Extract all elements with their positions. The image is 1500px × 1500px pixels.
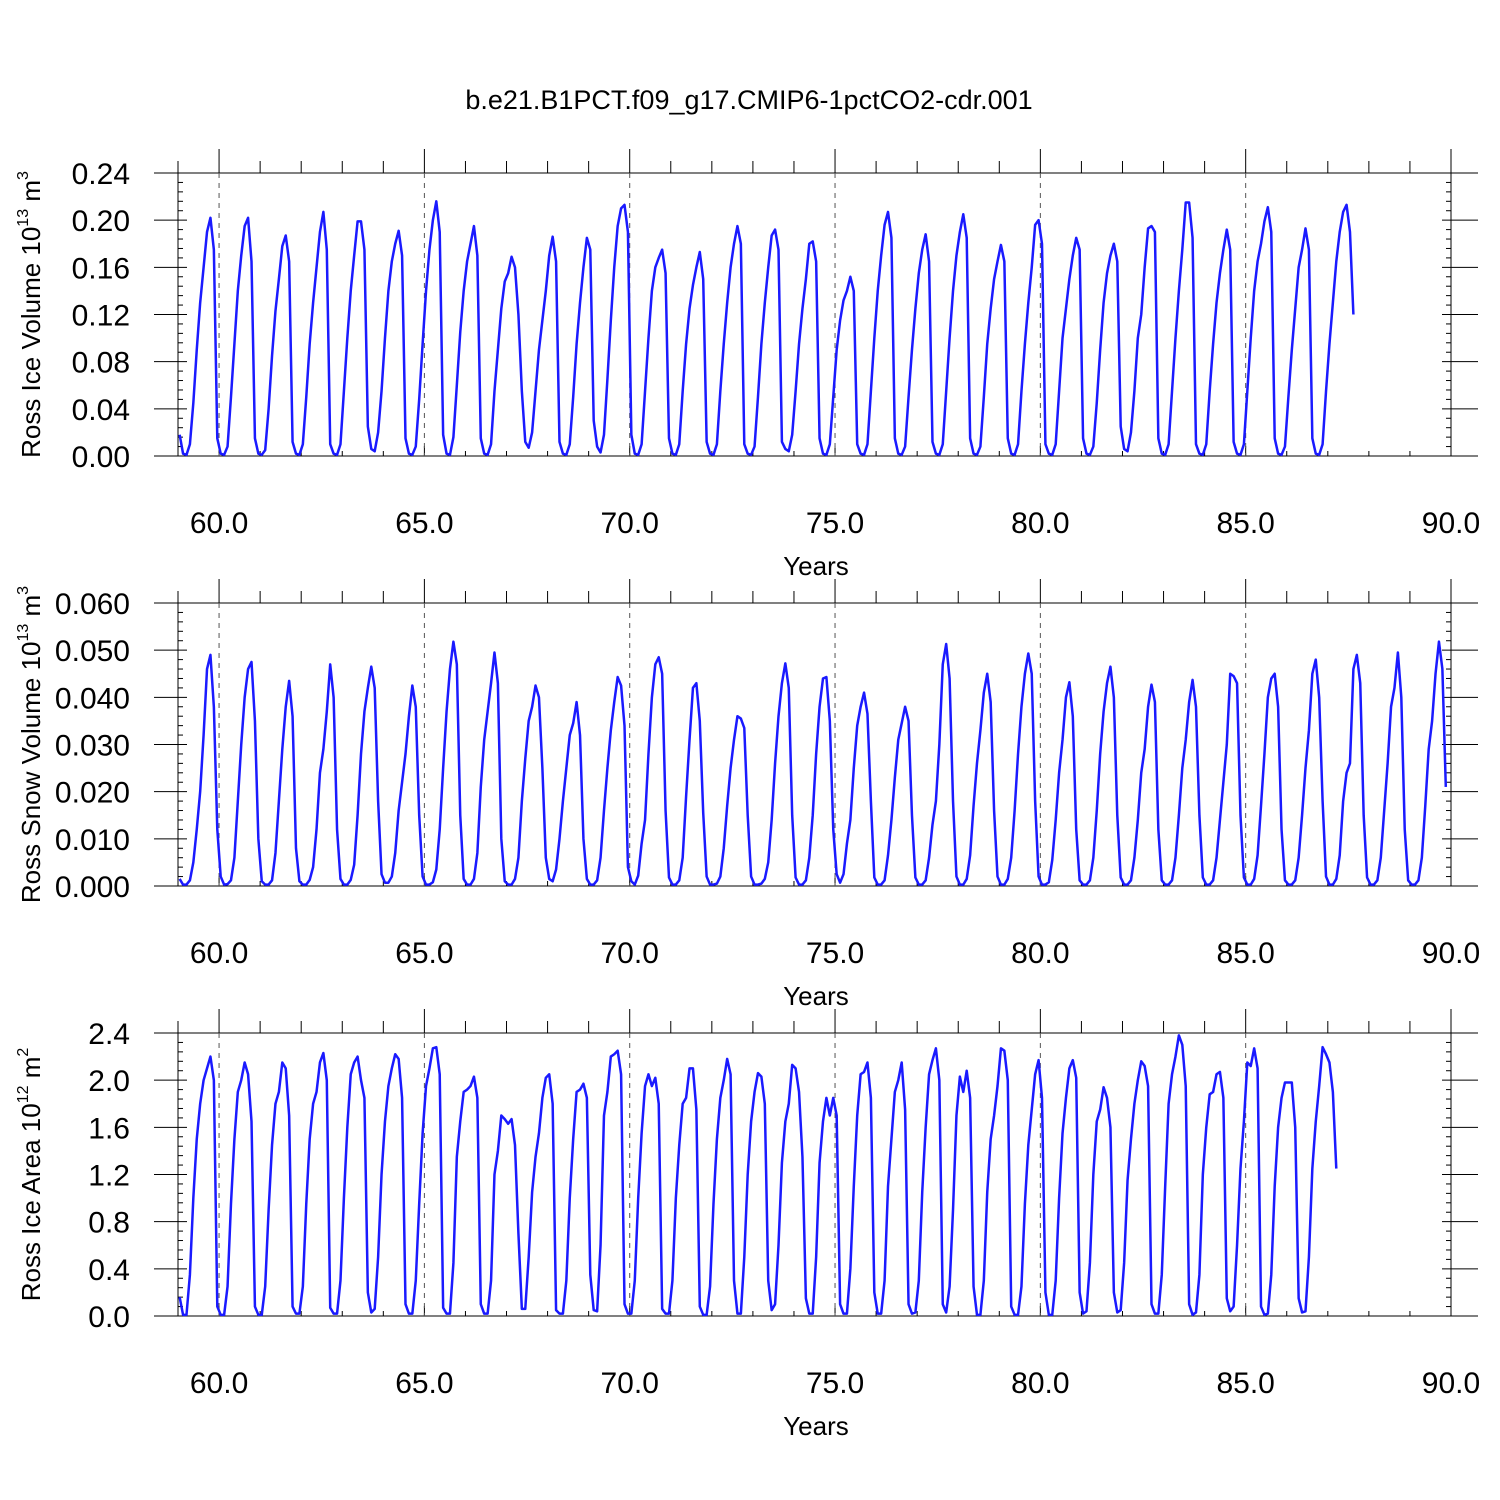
y-tick-label: 0.0 — [88, 1301, 130, 1334]
chart-panel-1: 0.00 0.04 0.08 0.12 0.16 0.20 0.24 60.0 65.0 70.0… — [15, 149, 1480, 581]
y-tick-label: 0.030 — [55, 730, 130, 763]
x-tick-label: 85.0 — [1216, 1367, 1274, 1400]
y-tick-label: 0.010 — [55, 824, 130, 857]
chart-panel-2: 0.000 0.010 0.020 0.030 0.040 0.050 0.060 60.0 6… — [15, 579, 1480, 1011]
y-tick-label: 2.0 — [88, 1065, 130, 1098]
x-tick-label: 65.0 — [395, 507, 453, 540]
x-tick-label: 90.0 — [1422, 937, 1480, 970]
x-tick-label: 60.0 — [190, 1367, 248, 1400]
figure-title: b.e21.B1PCT.f09_g17.CMIP6-1pctCO2-cdr.00… — [465, 85, 1032, 115]
x-axis-label: Years — [783, 551, 849, 581]
x-tick-label: 75.0 — [806, 937, 864, 970]
y-tick-label: 0.04 — [72, 394, 130, 427]
y-tick-label: 1.6 — [88, 1112, 130, 1145]
x-tick-label: 90.0 — [1422, 507, 1480, 540]
x-tick-label: 65.0 — [395, 937, 453, 970]
y-axis-label: Ross Ice Area 1012 m2 — [15, 1048, 46, 1302]
x-tick-label: 60.0 — [190, 937, 248, 970]
x-tick-label: 75.0 — [806, 507, 864, 540]
y-tick-label: 0.000 — [55, 871, 130, 904]
x-tick-label: 85.0 — [1216, 507, 1274, 540]
series-line — [178, 640, 1448, 886]
series-line — [178, 200, 1355, 457]
x-axis-label: Years — [783, 1411, 849, 1441]
y-tick-label: 1.2 — [88, 1160, 130, 1193]
x-tick-label: 75.0 — [806, 1367, 864, 1400]
x-tick-label: 70.0 — [601, 1367, 659, 1400]
y-tick-label: 0.040 — [55, 682, 130, 715]
x-axis-label: Years — [783, 981, 849, 1011]
y-tick-label: 0.16 — [72, 252, 130, 285]
x-tick-label: 70.0 — [601, 937, 659, 970]
y-tick-label: 0.00 — [72, 441, 130, 474]
x-tick-label: 85.0 — [1216, 937, 1274, 970]
y-tick-label: 0.12 — [72, 300, 130, 333]
y-tick-label: 0.020 — [55, 777, 130, 810]
series-line — [178, 1034, 1338, 1317]
y-axis-label: Ross Ice Volume 1013 m3 — [15, 171, 46, 458]
y-tick-label: 0.20 — [72, 205, 130, 238]
y-tick-label: 0.050 — [55, 635, 130, 668]
x-tick-label: 90.0 — [1422, 1367, 1480, 1400]
y-tick-label: 0.8 — [88, 1207, 130, 1240]
chart-panel-3: 0.0 0.4 0.8 1.2 1.6 2.0 2.4 60.0 65.0 70.0 75.0 80.… — [15, 1009, 1480, 1441]
x-tick-label: 80.0 — [1011, 507, 1069, 540]
x-tick-label: 80.0 — [1011, 937, 1069, 970]
y-tick-label: 0.4 — [88, 1254, 130, 1287]
x-tick-label: 60.0 — [190, 507, 248, 540]
y-tick-label: 0.060 — [55, 588, 130, 621]
x-tick-label: 70.0 — [601, 507, 659, 540]
x-tick-label: 65.0 — [395, 1367, 453, 1400]
y-tick-label: 0.08 — [72, 347, 130, 380]
x-tick-label: 80.0 — [1011, 1367, 1069, 1400]
y-tick-label: 2.4 — [88, 1018, 130, 1051]
y-axis-label: Ross Snow Volume 1013 m3 — [15, 586, 46, 903]
y-tick-label: 0.24 — [72, 158, 130, 191]
